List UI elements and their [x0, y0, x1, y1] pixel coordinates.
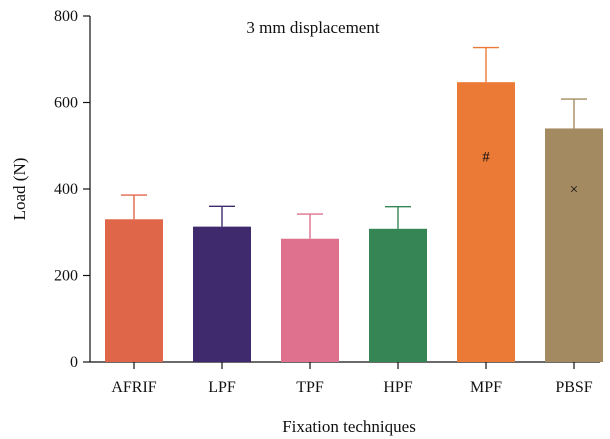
bar-pbsf: [545, 128, 603, 362]
x-tick-label: HPF: [383, 379, 412, 396]
bar-afrif: [105, 219, 163, 362]
bar-tpf: [281, 238, 339, 362]
y-tick-label: 600: [54, 95, 78, 112]
plot-area: 0 200 400 600 800 AFRIF LPF TPF HPF MPF PBSF # ×: [54, 8, 603, 396]
x-tick-label: AFRIF: [111, 379, 156, 396]
x-axis-title: Fixation techniques: [282, 417, 416, 436]
x-tick-label: LPF: [208, 379, 236, 396]
x-tick-label: MPF: [470, 379, 502, 396]
bar-hpf: [369, 228, 427, 362]
annotation-pbsf: ×: [570, 182, 578, 198]
y-tick-label: 400: [54, 181, 78, 198]
y-tick-label: 200: [54, 268, 78, 285]
y-tick-label: 0: [70, 354, 78, 371]
x-tick-label: PBSF: [555, 379, 592, 396]
y-axis-title: Load (N): [10, 158, 29, 221]
x-tick-label: TPF: [296, 379, 324, 396]
bar-lpf: [193, 226, 251, 362]
y-tick-label: 800: [54, 8, 78, 25]
annotation-mpf: #: [482, 150, 490, 166]
chart-title: 3 mm displacement: [246, 18, 379, 37]
bar-mpf: [457, 82, 515, 363]
